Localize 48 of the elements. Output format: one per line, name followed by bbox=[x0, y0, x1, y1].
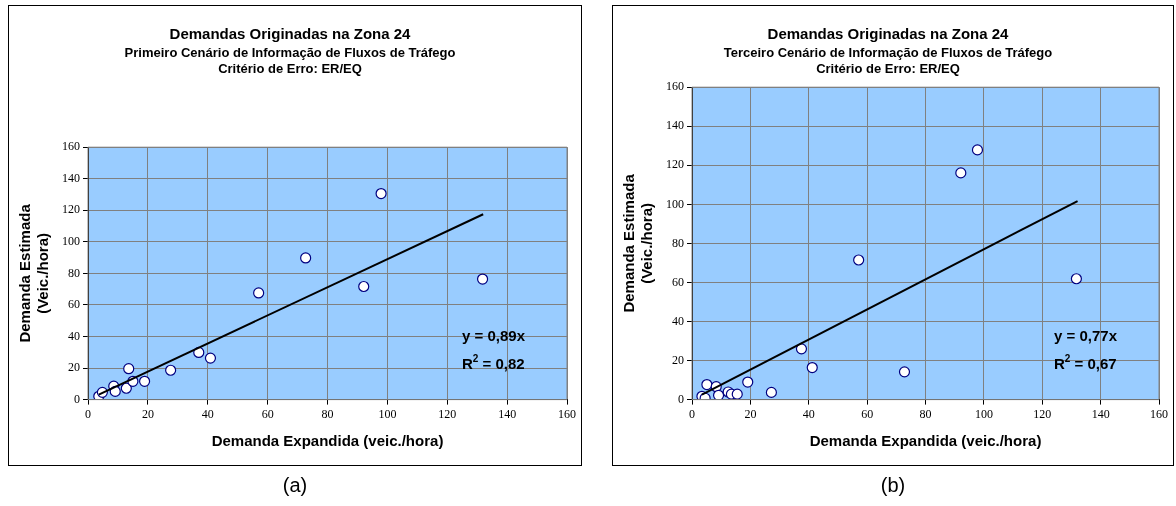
x-tick-label: 100 bbox=[974, 406, 993, 421]
y-tick-label: 100 bbox=[666, 196, 684, 211]
x-tick-label: 120 bbox=[438, 406, 457, 421]
y-tick-label: 40 bbox=[68, 328, 80, 343]
x-tick-label: 140 bbox=[1091, 406, 1110, 421]
y-tick-label: 120 bbox=[62, 202, 80, 217]
y-tick-label: 80 bbox=[672, 235, 684, 250]
annotation: y = 0,89x bbox=[462, 326, 526, 344]
y-tick-label: 60 bbox=[672, 274, 684, 289]
x-tick-label: 60 bbox=[861, 406, 874, 421]
y-axis-title: Demanda Estimada (Veic./hora) bbox=[620, 173, 656, 313]
y-tick-label: 160 bbox=[62, 139, 80, 154]
x-tick-label: 80 bbox=[321, 406, 334, 421]
y-tick-label: 0 bbox=[74, 391, 80, 406]
y-tick-label: 140 bbox=[62, 170, 80, 185]
x-tick-label: 40 bbox=[201, 406, 214, 421]
y-tick-label: 60 bbox=[68, 297, 80, 312]
x-tick-label: 140 bbox=[498, 406, 517, 421]
x-tick-label: 40 bbox=[802, 406, 815, 421]
x-tick-label: 80 bbox=[919, 406, 932, 421]
x-tick-label: 60 bbox=[261, 406, 274, 421]
chart-subtitle: Terceiro Cenário de Informação de Fluxos de Tráfego Critério de Erro: ER/EQ bbox=[723, 45, 1053, 76]
y-tick-label: 100 bbox=[62, 234, 80, 249]
chart-title: Demandas Originadas na Zona 24 bbox=[767, 25, 1010, 43]
y-tick-label: 120 bbox=[666, 157, 684, 172]
y-tick-label: 140 bbox=[666, 118, 684, 133]
text: (b) bbox=[879, 474, 907, 497]
y-tick-label: 0 bbox=[678, 391, 684, 406]
x-axis-title: Demanda Expandida (veic./hora) bbox=[211, 432, 444, 450]
y-tick-label: 20 bbox=[672, 352, 684, 367]
x-axis-title: Demanda Expandida (veic./hora) bbox=[809, 432, 1042, 450]
y-tick-label: 40 bbox=[672, 313, 684, 328]
x-tick-label: 20 bbox=[744, 406, 757, 421]
x-tick-label: 120 bbox=[1033, 406, 1052, 421]
annotation: y = 0,77x bbox=[1054, 326, 1118, 344]
x-tick-label: 160 bbox=[1150, 406, 1168, 421]
x-tick-label: 0 bbox=[85, 406, 91, 421]
y-axis-title: Demanda Estimada (Veic./hora) bbox=[16, 203, 52, 343]
chart-title: Demandas Originadas na Zona 24 bbox=[169, 25, 412, 43]
x-tick-label: 0 bbox=[689, 406, 695, 421]
chart-subtitle: Primeiro Cenário de Informação de Fluxos de Tráfego Critério de Erro: ER/EQ bbox=[124, 45, 456, 76]
y-tick-label: 80 bbox=[68, 265, 80, 280]
x-tick-label: 20 bbox=[141, 406, 154, 421]
x-tick-label: 100 bbox=[378, 406, 397, 421]
text: (a) bbox=[281, 474, 309, 497]
y-tick-label: 20 bbox=[68, 360, 80, 375]
y-tick-label: 160 bbox=[666, 79, 684, 94]
x-tick-label: 160 bbox=[558, 406, 576, 421]
